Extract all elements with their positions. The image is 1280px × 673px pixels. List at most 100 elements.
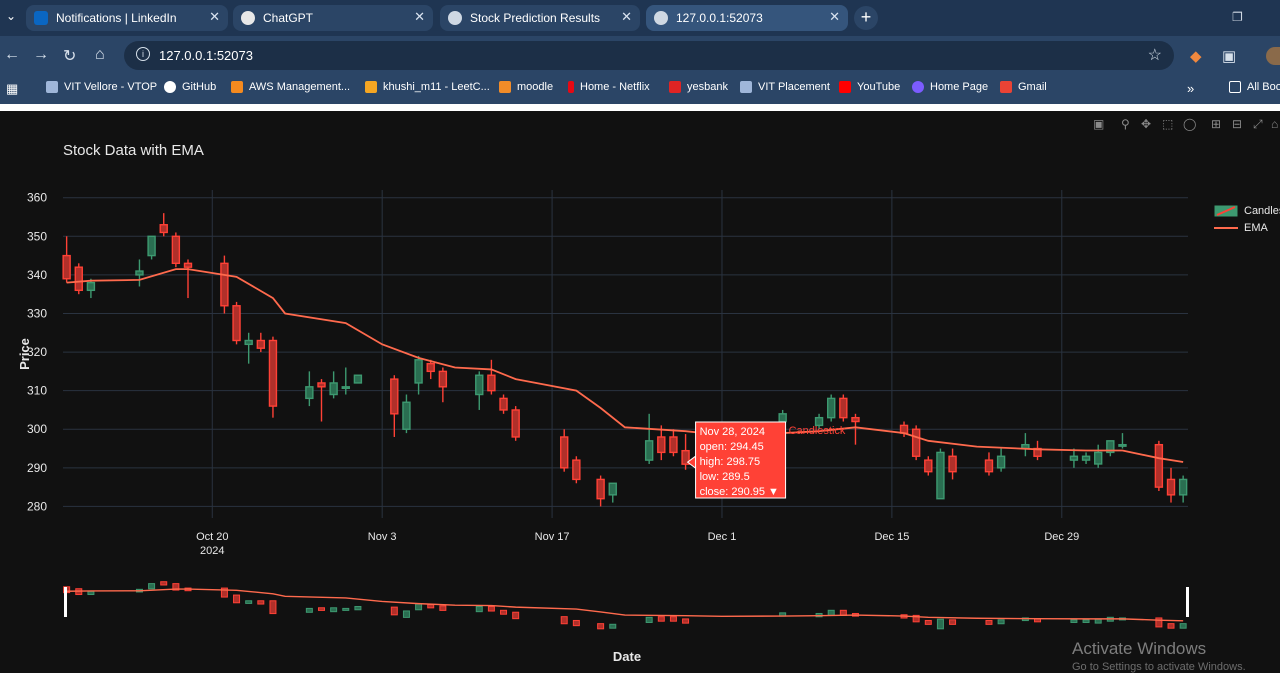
site-info-icon[interactable]: i bbox=[136, 47, 150, 61]
candle[interactable] bbox=[220, 262, 229, 307]
camera-icon[interactable]: ▣ bbox=[1093, 117, 1105, 131]
rangeslider-right-handle[interactable] bbox=[1186, 587, 1189, 617]
bookmark-github[interactable]: GitHub bbox=[164, 81, 216, 93]
bookmark-moodle[interactable]: moodle bbox=[499, 81, 553, 93]
candle[interactable] bbox=[924, 459, 933, 473]
tab-linkedin[interactable]: Notifications | LinkedIn ✕ bbox=[26, 5, 228, 31]
extensions-icon[interactable]: ▣ bbox=[1222, 48, 1237, 65]
candle[interactable] bbox=[608, 482, 617, 496]
candle[interactable] bbox=[426, 362, 435, 373]
candle[interactable] bbox=[62, 254, 71, 280]
rangeslider-left-handle[interactable] bbox=[64, 587, 67, 617]
tab-search-icon[interactable]: ⌄ bbox=[6, 9, 17, 23]
candle[interactable] bbox=[341, 386, 350, 389]
avatar[interactable] bbox=[1266, 47, 1280, 65]
candle[interactable] bbox=[560, 436, 569, 469]
candle[interactable] bbox=[183, 262, 193, 268]
bookmark-yesbank[interactable]: yesbank bbox=[669, 81, 728, 93]
candle[interactable] bbox=[487, 374, 496, 392]
back-icon[interactable]: ← bbox=[4, 46, 20, 63]
candle[interactable] bbox=[438, 370, 448, 388]
candle[interactable] bbox=[657, 436, 666, 454]
tab-localhost[interactable]: 127.0.0.1:52073 ✕ bbox=[646, 5, 848, 31]
candle[interactable] bbox=[911, 428, 921, 457]
bookmark-leetcode[interactable]: khushi_m11 - LeetC... bbox=[365, 81, 490, 93]
candlestick-chart[interactable]: 280 290 300 310 320 330 340 350 360 Oct 20 2024 Nov… bbox=[0, 111, 1280, 671]
home-icon[interactable]: ⌂ bbox=[95, 46, 105, 63]
candle[interactable] bbox=[329, 382, 338, 396]
close-tab-icon[interactable]: ✕ bbox=[621, 9, 632, 24]
candle[interactable] bbox=[572, 459, 581, 481]
candle[interactable] bbox=[244, 339, 253, 346]
candle[interactable] bbox=[147, 235, 156, 257]
candle[interactable] bbox=[1154, 443, 1164, 488]
candle[interactable] bbox=[499, 397, 508, 411]
candle[interactable] bbox=[936, 451, 945, 500]
candle[interactable] bbox=[984, 459, 994, 473]
legend-candlestick[interactable]: Candlestick bbox=[1214, 205, 1280, 217]
candle[interactable] bbox=[232, 305, 241, 342]
box-select-icon[interactable]: ⬚ bbox=[1162, 117, 1174, 131]
bookmark-all[interactable]: All Boo bbox=[1229, 81, 1280, 93]
candle[interactable] bbox=[596, 478, 605, 500]
bookmark-gmail[interactable]: Gmail bbox=[1000, 81, 1047, 93]
candle[interactable] bbox=[171, 235, 181, 265]
candle[interactable] bbox=[669, 436, 678, 454]
zoom-in-icon[interactable]: ⊞ bbox=[1211, 117, 1222, 131]
close-tab-icon[interactable]: ✕ bbox=[829, 9, 840, 24]
metamask-icon[interactable]: ◆ bbox=[1190, 48, 1202, 65]
forward-icon[interactable]: → bbox=[33, 46, 49, 63]
candle[interactable] bbox=[268, 339, 278, 407]
candle[interactable] bbox=[1069, 455, 1079, 461]
candle[interactable] bbox=[135, 270, 144, 276]
address-bar[interactable]: i 127.0.0.1:52073 ☆ bbox=[124, 41, 1174, 70]
more-bookmarks-icon[interactable]: » bbox=[1187, 81, 1195, 96]
bookmark-star-icon[interactable]: ☆ bbox=[1147, 47, 1162, 64]
zoom-icon[interactable]: ⚲ bbox=[1121, 117, 1130, 131]
candle[interactable] bbox=[644, 440, 654, 461]
candle[interactable] bbox=[390, 378, 399, 415]
autoscale-icon[interactable]: ⤢ bbox=[1253, 117, 1263, 131]
candle[interactable] bbox=[1081, 455, 1091, 461]
zoom-out-icon[interactable]: ⊟ bbox=[1232, 117, 1243, 131]
apps-grid-icon[interactable]: ▦ bbox=[6, 81, 19, 96]
bookmark-netflix[interactable]: Home - Netflix bbox=[568, 81, 650, 93]
candle[interactable] bbox=[475, 374, 484, 396]
reset-axes-icon[interactable]: ⌂ bbox=[1271, 117, 1279, 131]
bookmark-vtop[interactable]: VIT Vellore - VTOP bbox=[46, 81, 157, 93]
candle[interactable] bbox=[1118, 443, 1127, 447]
bookmark-youtube[interactable]: YouTube bbox=[839, 81, 900, 93]
candle[interactable] bbox=[74, 266, 83, 292]
restore-window-icon[interactable]: ❐ bbox=[1232, 10, 1243, 24]
candle[interactable] bbox=[778, 413, 787, 423]
candle[interactable] bbox=[317, 382, 326, 388]
pan-icon[interactable]: ✥ bbox=[1141, 117, 1152, 131]
candle[interactable] bbox=[814, 416, 824, 427]
tab-chatgpt[interactable]: ChatGPT ✕ bbox=[233, 5, 433, 31]
candle[interactable] bbox=[256, 339, 266, 349]
legend-ema[interactable]: EMA bbox=[1214, 222, 1268, 234]
candle[interactable] bbox=[1093, 451, 1103, 465]
candle[interactable] bbox=[305, 386, 314, 400]
new-tab-button[interactable]: + bbox=[854, 6, 878, 30]
candle[interactable] bbox=[159, 224, 168, 234]
candle[interactable] bbox=[948, 455, 957, 473]
close-tab-icon[interactable]: ✕ bbox=[209, 9, 220, 24]
reload-icon[interactable]: ↻ bbox=[63, 48, 77, 65]
bookmark-vit-placement[interactable]: VIT Placement bbox=[740, 81, 830, 93]
candle[interactable] bbox=[681, 449, 690, 465]
candle[interactable] bbox=[86, 281, 96, 292]
candle[interactable] bbox=[414, 359, 423, 384]
lasso-icon[interactable]: ◯ bbox=[1183, 117, 1197, 131]
candle[interactable] bbox=[827, 397, 836, 419]
bookmark-home-page[interactable]: Home Page bbox=[912, 81, 988, 93]
tab-stock-prediction[interactable]: Stock Prediction Results ✕ bbox=[440, 5, 640, 31]
bookmark-aws[interactable]: AWS Management... bbox=[231, 81, 350, 93]
close-tab-icon[interactable]: ✕ bbox=[414, 9, 425, 24]
candle[interactable] bbox=[839, 397, 848, 419]
candle[interactable] bbox=[1166, 478, 1176, 496]
candle[interactable] bbox=[402, 401, 411, 430]
candle[interactable] bbox=[1106, 440, 1115, 454]
candle[interactable] bbox=[996, 455, 1006, 469]
candle[interactable] bbox=[353, 374, 363, 384]
